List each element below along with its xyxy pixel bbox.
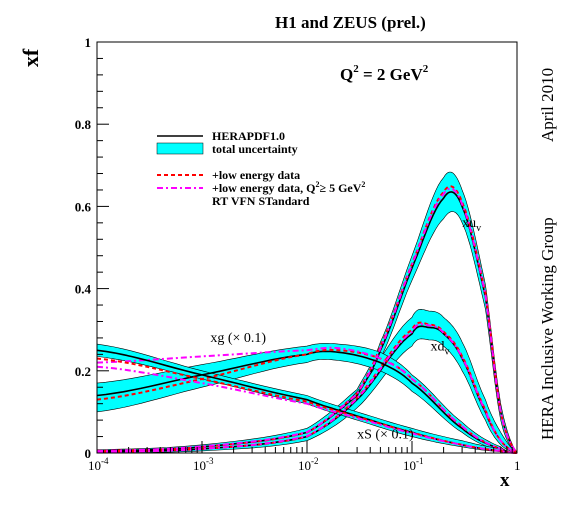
x-tick-label: 10-3: [193, 456, 214, 473]
y-axis-label: xf: [18, 48, 43, 67]
legend-scheme-label: RT VFN STandard: [212, 194, 310, 208]
series-label: xg (× 0.1): [210, 331, 266, 346]
low-energy-q2cut-curve-0: [96, 187, 518, 454]
x-axis-ticks: 10-4 10-3 10-2 10-1 1: [88, 441, 521, 473]
uncertainty-bands: [96, 171, 518, 454]
series-label: xS (× 0.1): [357, 428, 414, 443]
series-labels: xuv xdv xg (× 0.1) xS (× 0.1): [210, 216, 481, 443]
y-tick-label: 0.8: [75, 117, 92, 132]
legend-label: HERAPDF1.0: [212, 129, 285, 143]
x-tick-label: 10-2: [298, 456, 319, 473]
x-axis-label: x: [500, 470, 510, 491]
band-0: [96, 171, 518, 454]
low-energy-curve-0: [96, 185, 518, 454]
y-axis-ticks: 0 0.2 0.4 0.6 0.8 1: [75, 35, 109, 461]
x-tick-label: 10-4: [88, 456, 109, 473]
y-tick-label: 0.4: [75, 282, 92, 297]
series-label: xuv: [462, 216, 481, 234]
low-energy-curve-1: [96, 321, 518, 454]
y-tick-label: 0.2: [75, 364, 91, 379]
low-energy-q2cut-curve-3: [96, 365, 518, 454]
chart-title: H1 and ZEUS (prel.): [275, 13, 426, 32]
legend-swatch-band: [156, 142, 204, 155]
group-label: HERA Inclusive Working Group: [538, 217, 557, 440]
low-energy-q2cut-curve-2: [96, 346, 518, 454]
legend-label: total uncertainty: [212, 142, 298, 156]
y-tick-label: 1: [85, 35, 92, 50]
y-tick-label: 0: [85, 446, 92, 461]
x-tick-label: 10-1: [403, 456, 424, 473]
x-tick-label: 1: [514, 458, 521, 473]
series-label: xdv: [430, 339, 449, 357]
y-tick-label: 0.6: [75, 199, 92, 214]
low-energy-q2cut-curve-1: [96, 322, 518, 454]
pdf-curves: [96, 185, 518, 454]
q2-annotation: Q2 = 2 GeV2: [340, 63, 429, 84]
central-curve-0: [96, 191, 518, 454]
legend-label: +low energy data, Q2≥ 5 GeV2: [212, 180, 365, 195]
date-label: April 2010: [538, 67, 557, 142]
legend-label: +low energy data: [212, 168, 300, 182]
